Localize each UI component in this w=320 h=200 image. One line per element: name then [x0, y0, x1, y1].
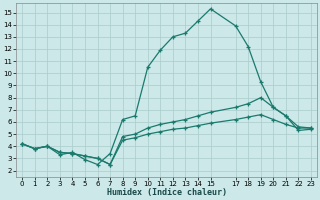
X-axis label: Humidex (Indice chaleur): Humidex (Indice chaleur) [107, 188, 227, 197]
